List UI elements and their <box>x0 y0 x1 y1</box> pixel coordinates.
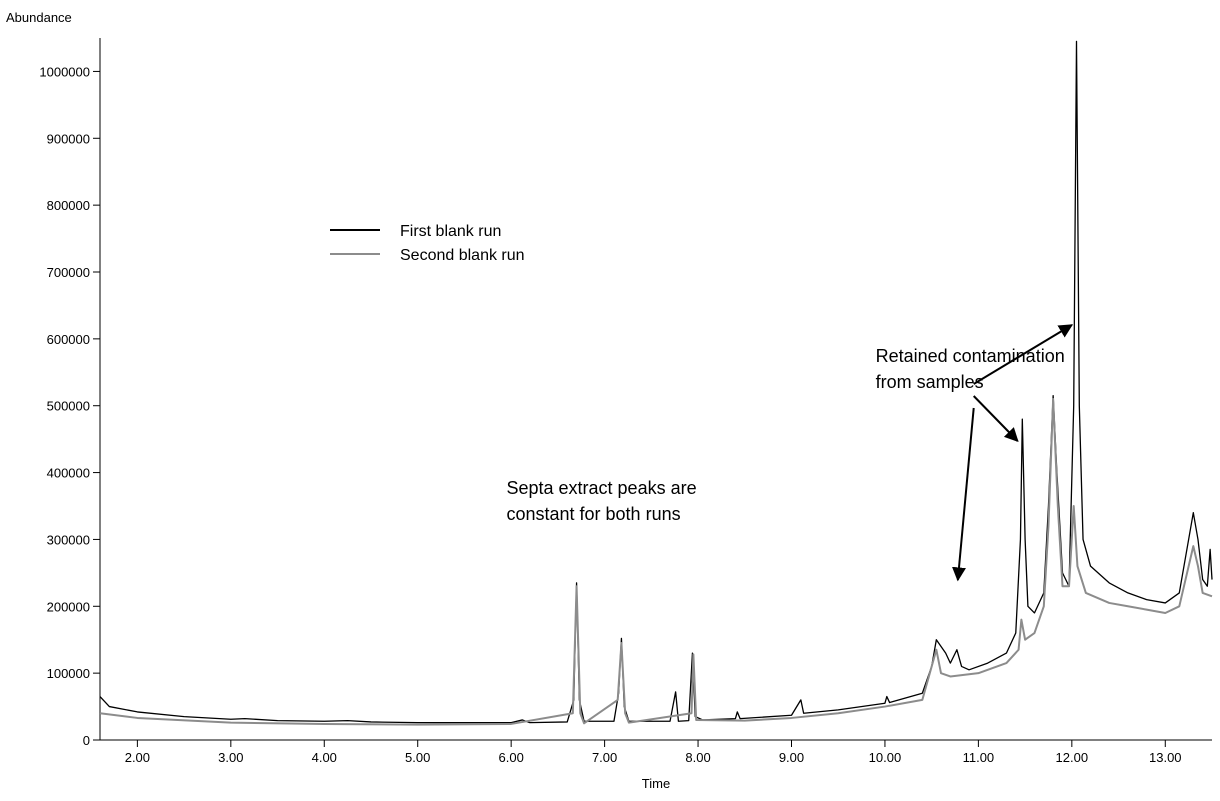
y-tick-label: 900000 <box>47 131 90 146</box>
y-tick-label: 800000 <box>47 198 90 213</box>
arrows <box>952 324 1074 582</box>
annotation: constant for both runs <box>506 504 680 524</box>
x-tick-label: 10.00 <box>869 750 902 765</box>
legend-label: Second blank run <box>400 247 525 264</box>
annotation: Retained contamination <box>876 346 1065 366</box>
y-tick-label: 700000 <box>47 265 90 280</box>
series-line <box>99 398 1213 726</box>
x-tick-label: 4.00 <box>312 750 337 765</box>
y-tick-label: 1000000 <box>39 64 90 79</box>
y-tick-label: 0 <box>83 733 90 748</box>
x-tick-label: 13.00 <box>1149 750 1182 765</box>
x-tick-label: 9.00 <box>779 750 804 765</box>
x-tick-label: 11.00 <box>963 750 995 765</box>
legend-label: First blank run <box>400 223 501 240</box>
y-tick-label: 400000 <box>47 466 90 481</box>
y-axis-label: Abundance <box>6 10 72 25</box>
annotation: Septa extract peaks are <box>506 478 696 498</box>
x-tick-label: 2.00 <box>125 750 150 765</box>
x-axis-label: Time <box>642 776 670 791</box>
y-tick-label: 200000 <box>47 599 90 614</box>
x-tick-label: 12.00 <box>1056 750 1089 765</box>
annotation: from samples <box>876 372 984 392</box>
x-tick-label: 8.00 <box>685 750 710 765</box>
y-tick-label: 100000 <box>47 666 90 681</box>
y-tick-label: 500000 <box>47 399 90 414</box>
series-line <box>99 40 1213 724</box>
x-tick-label: 7.00 <box>592 750 617 765</box>
y-tick-label: 300000 <box>47 532 90 547</box>
arrow <box>952 407 975 582</box>
x-tick-label: 6.00 <box>499 750 524 765</box>
arrow <box>973 324 1074 385</box>
x-tick-label: 3.00 <box>218 750 243 765</box>
x-tick-label: 5.00 <box>405 750 430 765</box>
y-tick-label: 600000 <box>47 332 90 347</box>
arrow <box>972 395 1019 443</box>
